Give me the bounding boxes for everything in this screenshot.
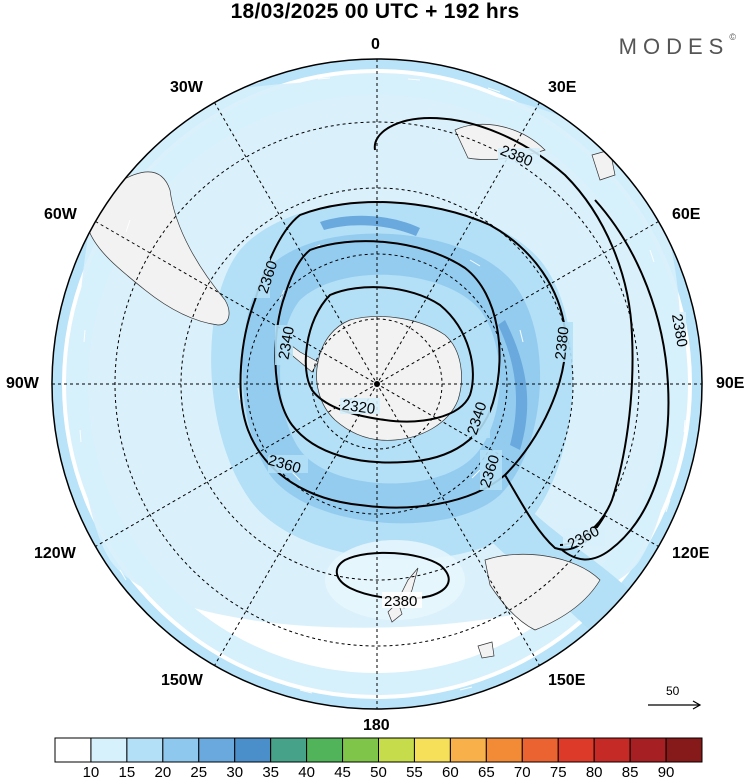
lon-label-150w: 150W [161, 672, 203, 689]
south-america-land [87, 171, 230, 326]
contour-2380 [373, 116, 634, 546]
reference-vector-arrow [648, 700, 702, 710]
colorbar-swatch [485, 737, 523, 763]
colorbar-swatch [378, 737, 415, 763]
colorbar-tick-label: 20 [154, 764, 172, 781]
colorbar-tick-label: 45 [334, 764, 351, 781]
colorbar-swatch [270, 737, 308, 763]
contour-label: 2340 [275, 325, 298, 361]
colorbar-tick-label: 10 [82, 764, 100, 781]
contour-2380-outer [561, 199, 670, 561]
colorbar-tick-label: 35 [262, 764, 279, 781]
colorbar-swatch [665, 737, 703, 763]
contour-label: 2380 [552, 326, 572, 361]
colorbar-tick-label: 40 [298, 764, 315, 781]
australia-land [484, 553, 601, 631]
antarctica-land [316, 316, 462, 441]
brand-mark: © [729, 32, 736, 42]
tasmania-land [477, 641, 495, 659]
contour-label: 2380 [384, 593, 417, 610]
reference-vector-label: 50 [666, 684, 680, 698]
colorbar-tick-label: 75 [549, 764, 567, 781]
lon-label-150e: 150E [548, 672, 586, 689]
colorbar-swatch [629, 737, 667, 763]
lon-label-30e: 30E [548, 79, 577, 96]
colorbar-tick-label: 90 [657, 764, 675, 781]
globe-outline [51, 58, 703, 710]
south-pole-marker [374, 381, 380, 387]
contour-2320 [304, 286, 474, 423]
lon-label-180: 180 [363, 717, 390, 734]
colorbar-swatch [449, 737, 487, 763]
colorbar-swatch [342, 737, 379, 763]
colorbar-swatch [162, 737, 200, 763]
lon-label-30w: 30W [170, 79, 203, 96]
colorbar-swatch [593, 737, 631, 763]
colorbar-swatch [234, 737, 272, 763]
lon-label-0: 0 [371, 36, 380, 53]
contour-label: 2380 [668, 313, 691, 349]
colorbar-swatch [306, 737, 344, 763]
lon-label-60w: 60W [44, 206, 77, 223]
colorbar-tick-label: 70 [513, 764, 531, 781]
colorbar-tick-label: 85 [621, 764, 639, 781]
colorbar-tick-label: 15 [118, 764, 136, 781]
colorbar-swatch [521, 737, 559, 763]
contour-label: 2320 [341, 397, 376, 418]
colorbar-swatch [413, 737, 451, 763]
colorbar [54, 737, 703, 763]
lon-label-60e: 60E [672, 206, 701, 223]
colorbar-swatch [90, 737, 128, 763]
colorbar-tick-label: 50 [370, 764, 387, 781]
colorbar-tick-label: 60 [442, 764, 459, 781]
colorbar-tick-label: 65 [477, 764, 495, 781]
lon-label-90w: 90W [6, 375, 39, 392]
brand-logo: MODES© [618, 32, 736, 60]
brand-name: MODES [618, 34, 730, 59]
map-title: 18/03/2025 00 UTC + 192 hrs [230, 0, 520, 23]
contour-2340 [274, 240, 501, 464]
contour-2360 [239, 201, 567, 509]
colorbar-swatch [54, 737, 92, 763]
height-contours [239, 116, 670, 600]
colorbar-swatch [198, 737, 236, 763]
lon-label-120w: 120W [34, 545, 76, 562]
colorbar-tick-label: 30 [226, 764, 244, 781]
colorbar-tick-label: 55 [406, 764, 423, 781]
lon-label-120e: 120E [672, 545, 710, 562]
contour-label-group: 2380 2360 2340 2320 2340 2360 2360 2380 … [252, 142, 691, 610]
colorbar-tick-label: 80 [585, 764, 603, 781]
colorbar-swatch [126, 737, 164, 763]
lon-label-90e: 90E [716, 375, 745, 392]
colorbar-tick-label: 25 [190, 764, 208, 781]
contour-2380-bottom [335, 551, 450, 600]
colorbar-swatch [557, 737, 595, 763]
